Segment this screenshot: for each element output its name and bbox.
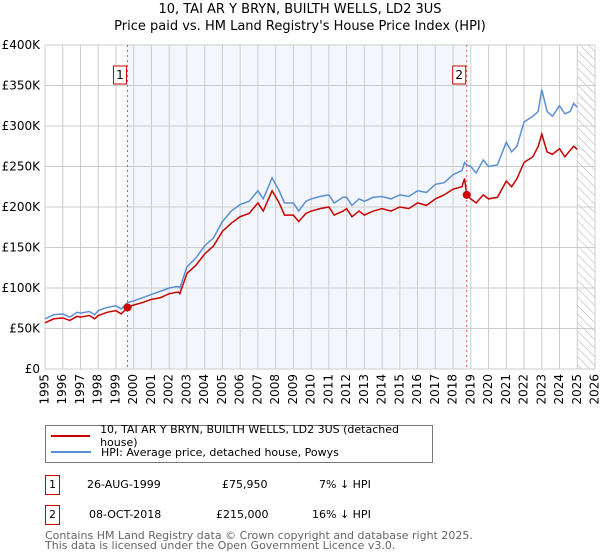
chart-subtitle: Price paid vs. HM Land Registry's House … (114, 19, 486, 34)
transaction-row: 2 08-OCT-2018 £215,000 16% ↓ HPI (45, 505, 445, 525)
y-tick-label: £50K (9, 322, 41, 336)
transaction-marker: 1 (45, 475, 60, 495)
x-tick-label: 2002 (162, 374, 176, 405)
x-tick-label: 2000 (126, 374, 140, 405)
legend-property: 10, TAI AR Y BRYN, BUILTH WELLS, LD2 3US… (100, 423, 399, 449)
x-tick-label: 2024 (552, 374, 566, 405)
footer-line-1: Contains HM Land Registry data © Crown c… (45, 529, 473, 542)
x-tick-label: 2015 (392, 374, 406, 405)
sale-point (462, 190, 471, 199)
x-tick-label: 1995 (38, 374, 52, 405)
x-tick-label: 1997 (73, 374, 87, 405)
y-tick-label: £350K (2, 79, 42, 93)
x-tick-label: 2008 (268, 374, 282, 405)
x-tick-label: 2018 (446, 374, 460, 405)
hpi-line (44, 89, 578, 320)
legend: 10, TAI AR Y BRYN, BUILTH WELLS, LD2 3US… (45, 423, 433, 463)
legend-blue-line (51, 451, 91, 453)
transaction-hpi: 7% ↓ HPI (319, 478, 371, 491)
transaction-marker: 2 (45, 505, 60, 525)
x-tick-label: 2022 (517, 374, 531, 405)
x-tick-label: 2012 (339, 374, 353, 405)
x-tick-label: 1998 (91, 374, 105, 405)
transaction-row: 1 26-AUG-1999 £75,950 7% ↓ HPI (45, 475, 445, 495)
x-tick-label: 2004 (197, 374, 211, 405)
x-tick-label: 2001 (144, 374, 158, 405)
x-tick-label: 2003 (179, 374, 193, 405)
chart-title: 10, TAI AR Y BRYN, BUILTH WELLS, LD2 3US (158, 2, 442, 17)
y-tick-label: £200K (2, 200, 42, 214)
x-tick-label: 2023 (534, 374, 548, 405)
x-tick-label: 2006 (233, 374, 247, 405)
legend-red-line (51, 435, 91, 437)
transaction-price: £215,000 (216, 508, 269, 521)
x-tick-label: 2021 (499, 374, 513, 405)
x-tick-label: 2013 (357, 374, 371, 405)
sale-label: 1 (116, 68, 124, 82)
footer: Contains HM Land Registry data © Crown c… (45, 529, 473, 552)
y-tick-label: £300K (2, 119, 42, 133)
transaction-price: £75,950 (222, 478, 268, 491)
x-tick-label: 2005 (215, 374, 229, 405)
x-tick-label: 2020 (481, 374, 495, 405)
transaction-hpi: 16% ↓ HPI (312, 508, 371, 521)
y-tick-label: £400K (2, 38, 42, 52)
x-tick-label: 2026 (588, 374, 600, 405)
transaction-date: 26-AUG-1999 (87, 478, 161, 491)
sale-label-box (113, 65, 127, 85)
x-tick-label: 2016 (410, 374, 424, 405)
x-tick-label: 1996 (55, 374, 69, 405)
y-tick-label: £100K (2, 281, 42, 295)
sale-label-box (452, 65, 467, 85)
x-tick-label: 2010 (304, 374, 318, 405)
legend-hpi: HPI: Average price, detached house, Powy… (101, 445, 339, 459)
y-tick-label: £250K (2, 160, 42, 174)
sale-point (123, 303, 132, 312)
property-price-line (44, 131, 578, 324)
sale-label: 2 (455, 68, 463, 82)
x-tick-label: 2011 (321, 374, 335, 405)
x-tick-label: 2017 (428, 374, 442, 405)
x-tick-label: 2007 (250, 374, 264, 405)
x-tick-label: 1999 (108, 374, 122, 405)
x-tick-label: 2019 (463, 374, 477, 405)
x-tick-label: 2009 (286, 374, 300, 405)
y-tick-label: £150K (2, 241, 42, 255)
x-tick-label: 2025 (570, 374, 584, 405)
x-tick-label: 2014 (375, 374, 389, 405)
footer-line-2: This data is licensed under the Open Gov… (45, 539, 396, 552)
transaction-date: 08-OCT-2018 (89, 508, 162, 521)
y-tick-label: £0 (25, 362, 40, 376)
